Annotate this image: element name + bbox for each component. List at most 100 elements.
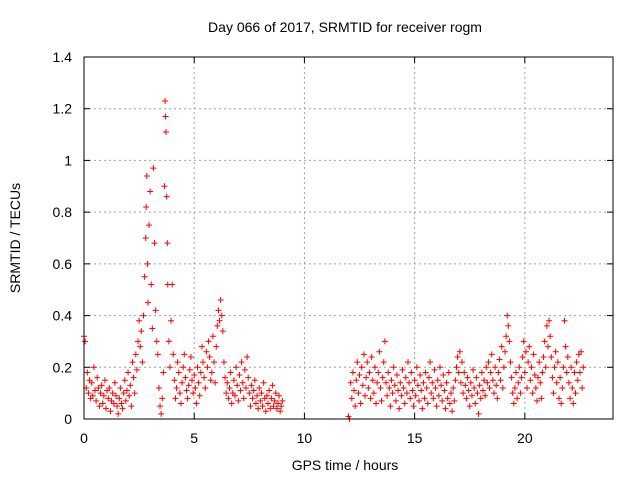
- data-point: [459, 359, 466, 366]
- axis-ticks: [83, 56, 613, 420]
- data-point: [406, 379, 413, 386]
- data-point: [494, 395, 501, 402]
- data-point: [96, 403, 103, 410]
- data-point: [143, 203, 150, 210]
- data-point: [561, 317, 568, 324]
- data-point: [354, 359, 361, 366]
- data-point: [408, 369, 415, 376]
- data-point: [200, 359, 207, 366]
- data-point: [516, 364, 523, 371]
- data-point: [497, 377, 504, 384]
- data-point: [208, 369, 215, 376]
- data-point: [149, 325, 156, 332]
- data-point: [402, 374, 409, 381]
- data-point: [504, 312, 511, 319]
- data-point: [352, 403, 359, 410]
- data-point: [355, 390, 362, 397]
- y-tick-label: 1.2: [53, 101, 73, 117]
- data-point: [387, 403, 394, 410]
- data-point: [218, 312, 225, 319]
- data-point: [514, 395, 521, 402]
- data-point: [567, 395, 574, 402]
- y-tick-labels: 0 0.2 0.4 0.6 0.8 1 1.2 1.4: [53, 49, 73, 427]
- data-point: [249, 395, 256, 402]
- data-point: [460, 390, 467, 397]
- data-point: [192, 384, 199, 391]
- data-point: [259, 403, 266, 410]
- data-point: [395, 387, 402, 394]
- data-point: [418, 387, 425, 394]
- data-point: [515, 379, 522, 386]
- data-point: [201, 374, 208, 381]
- data-point: [213, 343, 220, 350]
- data-point: [248, 382, 255, 389]
- data-point: [490, 390, 497, 397]
- data-point: [428, 390, 435, 397]
- data-point: [236, 372, 243, 379]
- data-point: [461, 369, 468, 376]
- data-point: [159, 395, 166, 402]
- data-point: [369, 377, 376, 384]
- y-axis-label: SRMTID / TECUs: [7, 183, 23, 293]
- data-point: [435, 392, 442, 399]
- data-point: [367, 395, 374, 402]
- data-point: [109, 390, 116, 397]
- data-point: [252, 400, 259, 407]
- data-point: [212, 379, 219, 386]
- data-point: [510, 400, 517, 407]
- data-point: [479, 387, 486, 394]
- data-point: [131, 390, 138, 397]
- x-tick-label: 5: [190, 430, 198, 446]
- data-point: [148, 281, 155, 288]
- data-point: [454, 353, 461, 360]
- data-point: [403, 390, 410, 397]
- data-point: [456, 348, 463, 355]
- data-point: [172, 395, 179, 402]
- data-point: [374, 379, 381, 386]
- data-point: [110, 400, 117, 407]
- data-point: [169, 281, 176, 288]
- data-point: [179, 379, 186, 386]
- data-point: [157, 403, 164, 410]
- data-point: [262, 408, 269, 415]
- data-point: [204, 364, 211, 371]
- x-tick-label: 0: [80, 430, 88, 446]
- data-point: [85, 390, 92, 397]
- data-point: [472, 400, 479, 407]
- data-point: [450, 384, 457, 391]
- data-point: [273, 405, 280, 412]
- data-point: [215, 307, 222, 314]
- data-point: [525, 359, 532, 366]
- data-point: [535, 374, 542, 381]
- data-point: [84, 369, 91, 376]
- x-tick-labels: 0 5 10 15 20: [80, 430, 533, 446]
- data-point: [364, 359, 371, 366]
- data-point: [498, 343, 505, 350]
- data-point: [391, 382, 398, 389]
- data-point: [399, 366, 406, 373]
- data-point: [211, 359, 218, 366]
- data-point: [163, 193, 170, 200]
- data-point: [396, 405, 403, 412]
- data-point: [398, 392, 405, 399]
- data-point: [576, 369, 583, 376]
- data-point: [166, 364, 173, 371]
- x-tick-label: 10: [297, 430, 313, 446]
- data-point: [93, 397, 100, 404]
- data-point: [381, 338, 388, 345]
- data-point: [425, 374, 432, 381]
- data-point: [446, 400, 453, 407]
- data-point: [423, 384, 430, 391]
- data-point: [112, 392, 119, 399]
- data-point: [511, 384, 518, 391]
- data-point: [375, 369, 382, 376]
- data-point: [432, 384, 439, 391]
- data-point: [256, 384, 263, 391]
- data-point: [452, 377, 459, 384]
- data-point: [422, 369, 429, 376]
- data-point: [127, 382, 134, 389]
- y-tick-label: 0.8: [53, 204, 73, 220]
- data-point: [136, 317, 143, 324]
- data-point: [476, 382, 483, 389]
